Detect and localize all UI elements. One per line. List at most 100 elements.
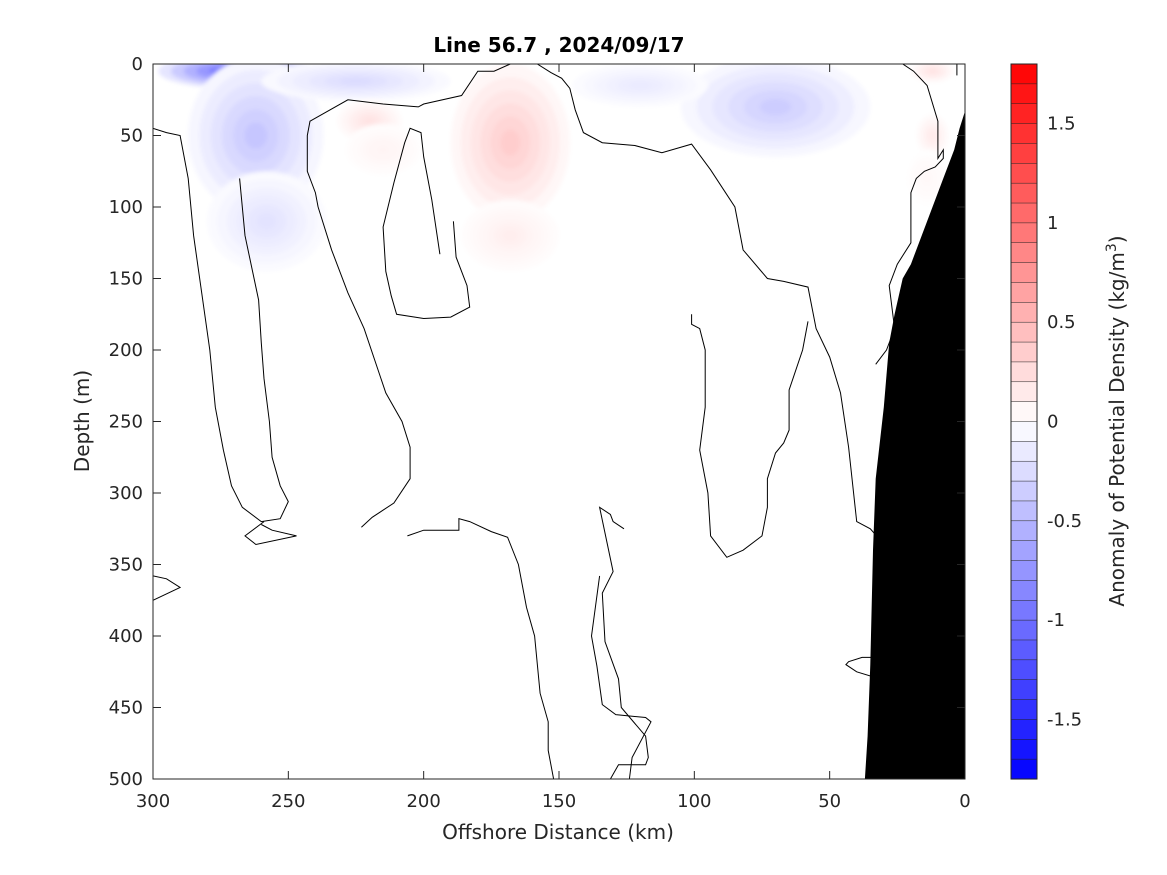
zero-contour-3 xyxy=(317,206,411,528)
colorbar-swatch xyxy=(1010,758,1038,780)
colorbar-tick-label: 0 xyxy=(1047,412,1058,433)
colorbar-label-main: Anomaly of Potential Density (kg/m xyxy=(1105,252,1129,606)
anomaly-blob-12 xyxy=(916,114,949,157)
colorbar-swatch xyxy=(1010,103,1038,125)
anomaly-blob-2 xyxy=(207,171,327,272)
anomaly-level xyxy=(376,145,390,155)
zero-contour-11 xyxy=(875,64,944,365)
colorbar-swatch xyxy=(1010,123,1038,144)
anomaly-blob-3 xyxy=(261,64,451,102)
colorbar-swatch xyxy=(1010,302,1038,323)
colorbar-swatch xyxy=(1010,421,1038,442)
colorbar-swatch xyxy=(1010,540,1038,562)
y-tick-label: 350 xyxy=(109,555,143,576)
colorbar-swatch xyxy=(1010,242,1038,264)
y-tick-label: 200 xyxy=(109,340,143,361)
colorbar-label: Anomaly of Potential Density (kg/m3) xyxy=(1104,235,1129,606)
colorbar-swatch xyxy=(1010,719,1038,740)
colorbar-swatch xyxy=(1010,520,1038,542)
anomaly-level xyxy=(244,122,268,149)
colorbar-swatch xyxy=(1010,341,1038,363)
zero-contour-9 xyxy=(598,506,649,779)
colorbar-swatch xyxy=(1010,163,1038,184)
y-axis-label: Depth (m) xyxy=(70,370,94,472)
x-tick-label: 200 xyxy=(406,791,440,812)
bathymetry xyxy=(864,111,965,779)
zero-contour-lines xyxy=(153,64,958,779)
y-tick-label: 450 xyxy=(109,698,143,719)
colorbar-swatch xyxy=(1010,500,1038,522)
x-tick-label: 300 xyxy=(136,791,170,812)
y-axis-ticks: 0 50 100 150 200 250 300 350 400 450 500 xyxy=(109,54,965,790)
colorbar-tick-label: 1 xyxy=(1047,213,1058,234)
anomaly-level xyxy=(929,131,936,140)
y-tick-label: 400 xyxy=(109,626,143,647)
colorbar-ticks: -1.5 -1 -0.5 0 0.5 1 1.5 xyxy=(1047,114,1082,731)
y-tick-label: 250 xyxy=(109,412,143,433)
chart-title: Line 56.7 , 2024/09/17 xyxy=(433,33,684,57)
colorbar-swatch xyxy=(1010,659,1038,681)
colorbar-swatch xyxy=(1010,560,1038,581)
colorbar-swatch xyxy=(1010,401,1038,423)
zero-contour-5 xyxy=(382,127,471,320)
anomaly-level xyxy=(256,212,277,230)
colorbar-swatch xyxy=(1010,182,1038,204)
colorbar-swatch xyxy=(1010,600,1038,621)
zero-contour-4 xyxy=(306,64,511,208)
y-tick-label: 0 xyxy=(132,54,143,75)
y-tick-label: 500 xyxy=(109,769,143,790)
anomaly-level xyxy=(502,229,519,242)
colorbar-swatch xyxy=(1010,739,1038,760)
anomaly-blob-11 xyxy=(910,64,955,83)
colorbar-swatch xyxy=(1010,321,1038,343)
x-axis-ticks: 300 250 200 150 100 50 0 xyxy=(136,64,971,812)
zero-contour-0 xyxy=(153,127,289,523)
x-tick-label: 250 xyxy=(271,791,305,812)
colorbar-swatch xyxy=(1010,83,1038,105)
colorbar-frame xyxy=(1010,63,1038,780)
anomaly-level xyxy=(759,98,792,116)
zero-contour-1 xyxy=(244,521,297,546)
anomaly-level xyxy=(340,77,372,85)
colorbar-swatch xyxy=(1010,202,1038,224)
colorbar-swatch xyxy=(1010,381,1038,403)
x-axis-label: Offshore Distance (km) xyxy=(442,820,674,844)
colorbar: -1.5 -1 -0.5 0 0.5 1 1.5 Anomaly of Potential … xyxy=(1010,63,1129,780)
colorbar-swatch xyxy=(1010,143,1038,164)
colorbar-swatch xyxy=(1010,699,1038,720)
colorbar-tick-label: 1.5 xyxy=(1047,114,1076,135)
colorbar-swatch xyxy=(1010,282,1038,303)
y-tick-label: 50 xyxy=(120,126,143,147)
zero-contour-7 xyxy=(691,314,809,558)
colorbar-swatch xyxy=(1010,460,1038,482)
anomaly-blob-10 xyxy=(572,64,708,107)
x-tick-label: 150 xyxy=(542,791,576,812)
x-tick-label: 0 xyxy=(959,791,970,812)
colorbar-swatch xyxy=(1010,361,1038,383)
anomaly-blob-7 xyxy=(345,124,421,176)
seafloor xyxy=(864,111,965,779)
colorbar-swatch xyxy=(1010,480,1038,502)
colorbar-tick-label: -0.5 xyxy=(1047,511,1082,532)
anomaly-level xyxy=(500,129,521,156)
y-tick-label: 150 xyxy=(109,269,143,290)
y-tick-label: 300 xyxy=(109,483,143,504)
colorbar-swatches xyxy=(1010,63,1038,780)
anomaly-field xyxy=(158,64,955,272)
colorbar-tick-label: 0.5 xyxy=(1047,312,1076,333)
y-tick-label: 100 xyxy=(109,197,143,218)
zero-contour-2 xyxy=(153,575,182,601)
zero-contour-10 xyxy=(590,575,652,779)
anomaly-blob-1 xyxy=(188,64,324,215)
colorbar-swatch xyxy=(1010,619,1038,641)
colorbar-swatch xyxy=(1010,222,1038,244)
x-tick-label: 50 xyxy=(818,791,841,812)
colorbar-tick-label: -1.5 xyxy=(1047,709,1082,730)
colorbar-swatch xyxy=(1010,639,1038,661)
anomaly-level xyxy=(928,69,937,74)
colorbar-label-close: ) xyxy=(1105,235,1129,243)
colorbar-tick-label: -1 xyxy=(1047,610,1065,631)
colorbar-swatch xyxy=(1010,580,1038,601)
anomaly-level xyxy=(364,117,375,125)
colorbar-swatch xyxy=(1010,63,1038,85)
